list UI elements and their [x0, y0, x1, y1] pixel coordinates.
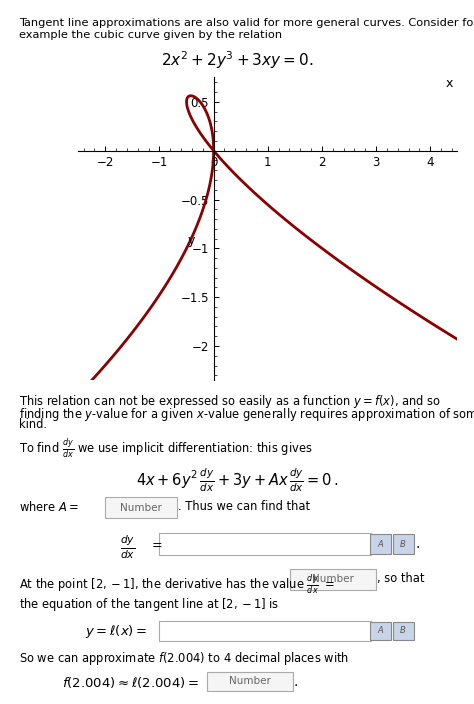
FancyBboxPatch shape: [392, 534, 414, 554]
Text: B: B: [400, 540, 406, 548]
Text: B: B: [400, 627, 406, 635]
Text: Number: Number: [312, 574, 354, 584]
FancyBboxPatch shape: [207, 672, 293, 691]
Text: So we can approximate $f(2.004)$ to 4 decimal places with: So we can approximate $f(2.004)$ to 4 de…: [19, 650, 349, 667]
FancyBboxPatch shape: [290, 569, 376, 590]
Text: Tangent line approximations are also valid for more general curves. Consider for: Tangent line approximations are also val…: [19, 18, 474, 27]
FancyBboxPatch shape: [159, 533, 372, 555]
FancyBboxPatch shape: [370, 534, 391, 554]
Text: where $A =$: where $A =$: [19, 500, 82, 514]
Text: example the cubic curve given by the relation: example the cubic curve given by the rel…: [19, 30, 282, 39]
Text: This relation can not be expressed so easily as a function $y = f(x)$, and so: This relation can not be expressed so ea…: [19, 393, 441, 410]
Text: $y = \ell(x) =$: $y = \ell(x) =$: [85, 623, 152, 640]
Text: finding the $y$-value for a given $x$-value generally requires approximation of : finding the $y$-value for a given $x$-va…: [19, 406, 474, 422]
Text: $\frac{dy}{dx}$: $\frac{dy}{dx}$: [120, 534, 136, 561]
Text: At the point $\left[2, -1\right]$, the derivative has the value $\frac{dy}{dx}$ : At the point $\left[2, -1\right]$, the d…: [19, 572, 338, 596]
FancyBboxPatch shape: [105, 497, 177, 518]
Text: the equation of the tangent line at $\left[2, -1\right]$ is: the equation of the tangent line at $\le…: [19, 596, 279, 613]
Text: $4x + 6y^2\,\frac{dy}{dx} + 3y + Ax\,\frac{dy}{dx} = 0\,.$: $4x + 6y^2\,\frac{dy}{dx} + 3y + Ax\,\fr…: [136, 466, 338, 494]
Text: $f(2.004) \approx \ell(2.004) =$: $f(2.004) \approx \ell(2.004) =$: [62, 675, 203, 690]
Text: y: y: [187, 234, 194, 247]
Text: Number: Number: [120, 503, 162, 513]
FancyBboxPatch shape: [159, 620, 372, 641]
Text: kind.: kind.: [19, 418, 47, 431]
Text: $=$: $=$: [149, 537, 163, 550]
FancyBboxPatch shape: [392, 622, 414, 640]
Text: To find $\frac{dy}{dx}$ we use implicit differentiation: this gives: To find $\frac{dy}{dx}$ we use implicit …: [19, 436, 312, 460]
Text: x: x: [446, 77, 453, 90]
Text: , so that: , so that: [377, 572, 424, 585]
Text: .: .: [294, 675, 298, 689]
Text: .: .: [416, 537, 420, 551]
Text: A: A: [377, 627, 383, 635]
Text: . Thus we can find that: . Thus we can find that: [178, 500, 310, 513]
Text: $2x^2 + 2y^3 + 3xy = 0.$: $2x^2 + 2y^3 + 3xy = 0.$: [161, 49, 313, 71]
FancyBboxPatch shape: [370, 622, 391, 640]
Text: Number: Number: [229, 677, 271, 686]
Text: A: A: [377, 540, 383, 548]
